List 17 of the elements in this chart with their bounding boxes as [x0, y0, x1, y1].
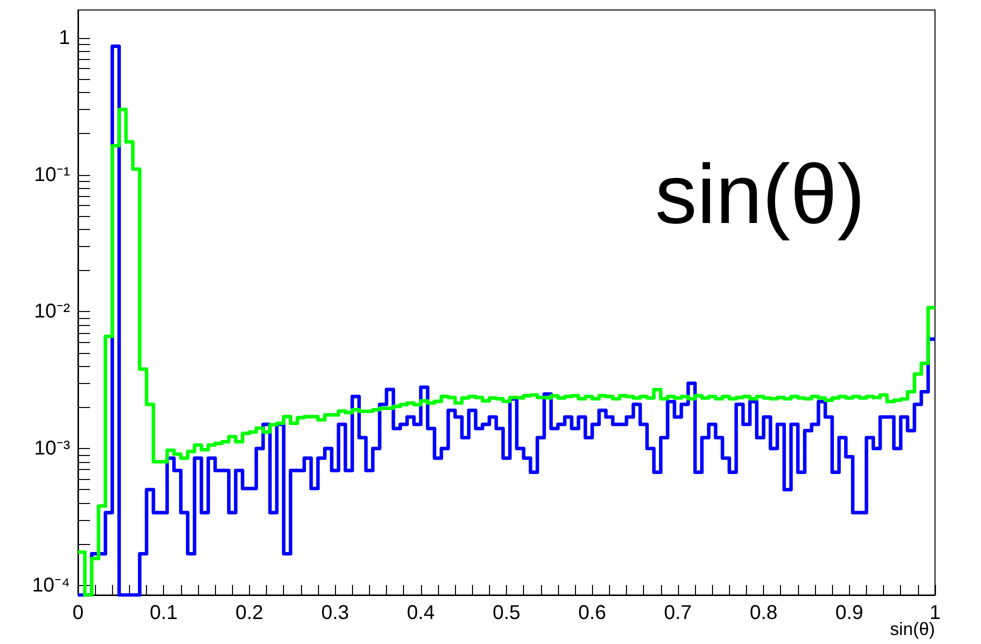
y-tick-label: 10⁻²	[34, 300, 70, 323]
x-tick-label: 0.8	[750, 602, 778, 624]
x-tick-label: 0.6	[578, 602, 606, 624]
x-tick-label: 0.2	[235, 602, 264, 624]
x-tick-label: 0.1	[150, 602, 178, 624]
x-tick-label: 0.5	[492, 602, 520, 624]
x-tick-label: 0.9	[835, 602, 864, 624]
x-tick-label: 0.3	[321, 602, 350, 624]
y-tick-label: 10⁻⁴	[32, 574, 70, 596]
x-tick-label: 0.4	[406, 602, 435, 624]
x-tick-label: 0.7	[664, 602, 692, 624]
x-tick-label: 0	[72, 602, 84, 624]
y-tick-label: 10⁻³	[34, 437, 70, 460]
y-tick-label: 1	[58, 26, 70, 49]
y-tick-label: 10⁻¹	[34, 164, 70, 186]
annotation: sin(θ)	[655, 147, 866, 241]
x-axis-title: sin(θ)	[890, 619, 936, 639]
